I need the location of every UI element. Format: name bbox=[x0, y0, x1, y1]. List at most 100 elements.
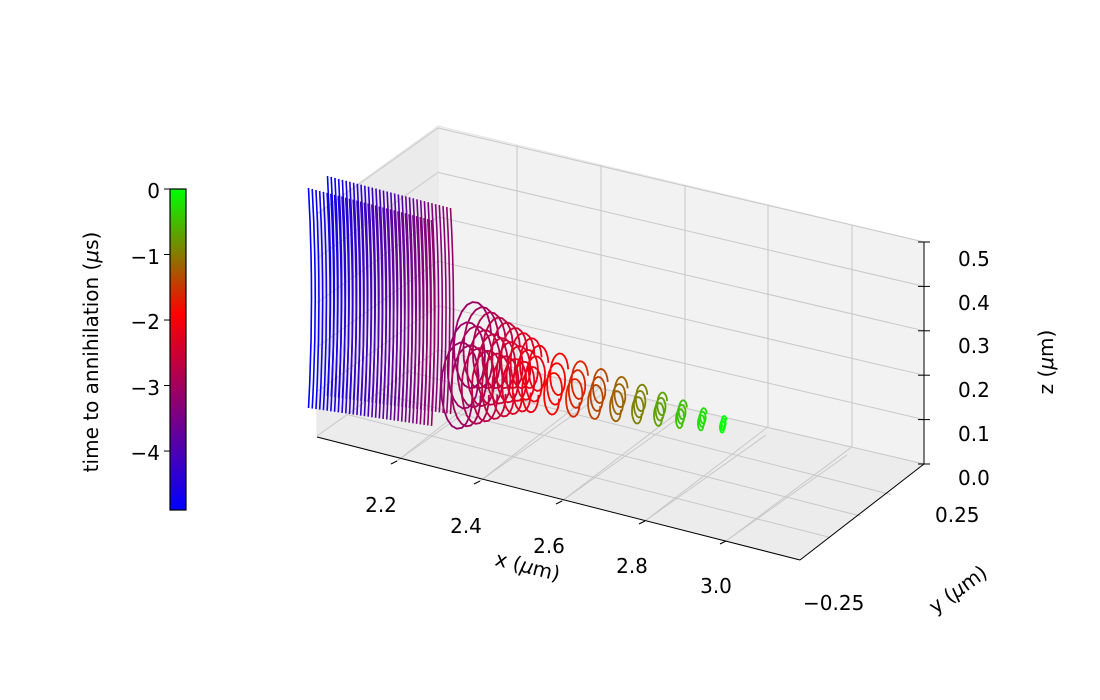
x-tick-label: 2.8 bbox=[616, 554, 648, 578]
y-tick-labels: 0.25 −0.25 bbox=[803, 503, 980, 615]
gridline bbox=[644, 426, 769, 522]
trajectory-curve bbox=[341, 196, 346, 413]
data-curves bbox=[307, 175, 728, 434]
trajectory-curve bbox=[415, 216, 421, 424]
trajectory-curve bbox=[348, 198, 354, 415]
colorbar-tick-label: −1 bbox=[131, 245, 160, 269]
gridline bbox=[479, 394, 602, 482]
x-tick-labels: 2.2 2.4 2.6 2.8 3.0 bbox=[365, 493, 732, 598]
trajectory-curve bbox=[442, 206, 447, 413]
trajectory-loop bbox=[491, 326, 529, 418]
trajectory-curve bbox=[434, 204, 440, 412]
colorbar-label: time to annihilation (μs) bbox=[79, 232, 103, 473]
trajectory-curve bbox=[363, 202, 369, 417]
colorbar-tick-label: −3 bbox=[131, 376, 160, 400]
y-axis-label: y (μm) bbox=[924, 560, 992, 618]
gridline bbox=[437, 171, 925, 287]
trajectory-loop bbox=[587, 368, 609, 420]
trajectory-curve bbox=[333, 194, 339, 412]
gridline bbox=[437, 349, 925, 465]
gridline bbox=[561, 414, 684, 502]
trajectory-loop bbox=[460, 311, 507, 425]
trajectory-curve bbox=[311, 188, 317, 409]
trajectory-curve bbox=[359, 201, 365, 416]
trajectory-loop bbox=[631, 383, 649, 425]
colorbar-tick-label: −2 bbox=[131, 310, 160, 334]
trajectory-curve bbox=[367, 203, 372, 417]
gridline bbox=[437, 260, 925, 376]
x-tick bbox=[390, 460, 398, 465]
trajectory-loop bbox=[440, 301, 493, 430]
gridline bbox=[725, 454, 848, 542]
trajectory-curve bbox=[400, 212, 406, 422]
trajectory-loop bbox=[450, 306, 500, 428]
x-tick-label: 2.6 bbox=[533, 534, 565, 558]
axis-ticks bbox=[390, 241, 930, 545]
z-tick-label: 0.1 bbox=[958, 422, 990, 446]
x-tick bbox=[473, 480, 481, 485]
gridline bbox=[347, 414, 831, 538]
trajectory-loop bbox=[653, 391, 668, 427]
z-tick-labels: 0.0 0.1 0.2 0.3 0.4 0.5 bbox=[958, 247, 990, 490]
gridline bbox=[377, 392, 861, 517]
trajectory-loop bbox=[609, 375, 629, 423]
gridline bbox=[437, 216, 925, 332]
trajectory-curve bbox=[445, 206, 451, 414]
trajectory-curve bbox=[382, 207, 387, 419]
trajectory-loop bbox=[521, 344, 550, 414]
trajectory-loop bbox=[718, 415, 728, 434]
z-tick-label: 0.2 bbox=[958, 378, 990, 402]
trajectory-curve bbox=[397, 211, 402, 422]
trajectory-curve bbox=[423, 218, 428, 425]
trajectory-loop bbox=[565, 360, 589, 418]
trajectory-loop bbox=[696, 407, 708, 432]
x-axis-label: x (μm) bbox=[493, 547, 563, 586]
gridline bbox=[561, 406, 686, 502]
z-axis-label: z (μm) bbox=[1034, 330, 1058, 395]
colorbar-ticks bbox=[164, 188, 170, 452]
x-tick bbox=[555, 500, 563, 505]
colorbar: 0 −1 −2 −3 −4 time to annihilation (μs) bbox=[79, 179, 187, 511]
trajectory-loop bbox=[511, 337, 543, 413]
trajectory-curve bbox=[426, 218, 432, 426]
trajectory-curve bbox=[322, 191, 328, 411]
trajectory-curve bbox=[430, 219, 436, 427]
z-tick-label: 0.4 bbox=[958, 291, 990, 315]
trajectory-curve bbox=[330, 193, 335, 412]
colorbar-tick-label: −4 bbox=[131, 441, 160, 465]
trajectory-curve bbox=[412, 215, 417, 424]
trajectory-curve bbox=[315, 189, 320, 410]
trajectory-curve bbox=[318, 190, 324, 410]
trajectory-loop bbox=[470, 316, 514, 423]
gridline bbox=[644, 434, 767, 522]
y-tick-label: −0.25 bbox=[803, 591, 864, 615]
z-tick-label: 0.3 bbox=[958, 334, 990, 358]
x-axis-line bbox=[316, 436, 801, 561]
trajectory-curve bbox=[356, 200, 361, 416]
trajectory-curve bbox=[371, 204, 376, 418]
z-tick-label: 0.5 bbox=[958, 247, 990, 271]
x-tick-label: 2.4 bbox=[450, 514, 482, 538]
colorbar-tick-label: 0 bbox=[147, 179, 160, 203]
trajectory-loop bbox=[543, 352, 570, 416]
x-tick-label: 3.0 bbox=[700, 574, 732, 598]
gridline bbox=[407, 371, 891, 495]
trajectory-curve bbox=[378, 206, 384, 419]
trajectory-curve bbox=[404, 213, 410, 423]
trajectory-curve bbox=[326, 192, 331, 411]
y-axis-line bbox=[799, 463, 925, 561]
trajectory-curve bbox=[385, 208, 391, 420]
trajectory-curve bbox=[352, 199, 358, 415]
x-tick bbox=[638, 520, 646, 525]
colorbar-gradient bbox=[169, 188, 187, 511]
trajectory-curve bbox=[408, 214, 413, 423]
trajectory-loop bbox=[481, 321, 521, 420]
z-tick-label: 0.0 bbox=[958, 466, 990, 490]
trajectory-curve bbox=[389, 209, 395, 421]
trajectory-loop bbox=[501, 332, 536, 415]
x-tick bbox=[719, 540, 727, 545]
gridline bbox=[725, 446, 853, 542]
gridline bbox=[437, 127, 925, 243]
gridline bbox=[316, 127, 439, 215]
